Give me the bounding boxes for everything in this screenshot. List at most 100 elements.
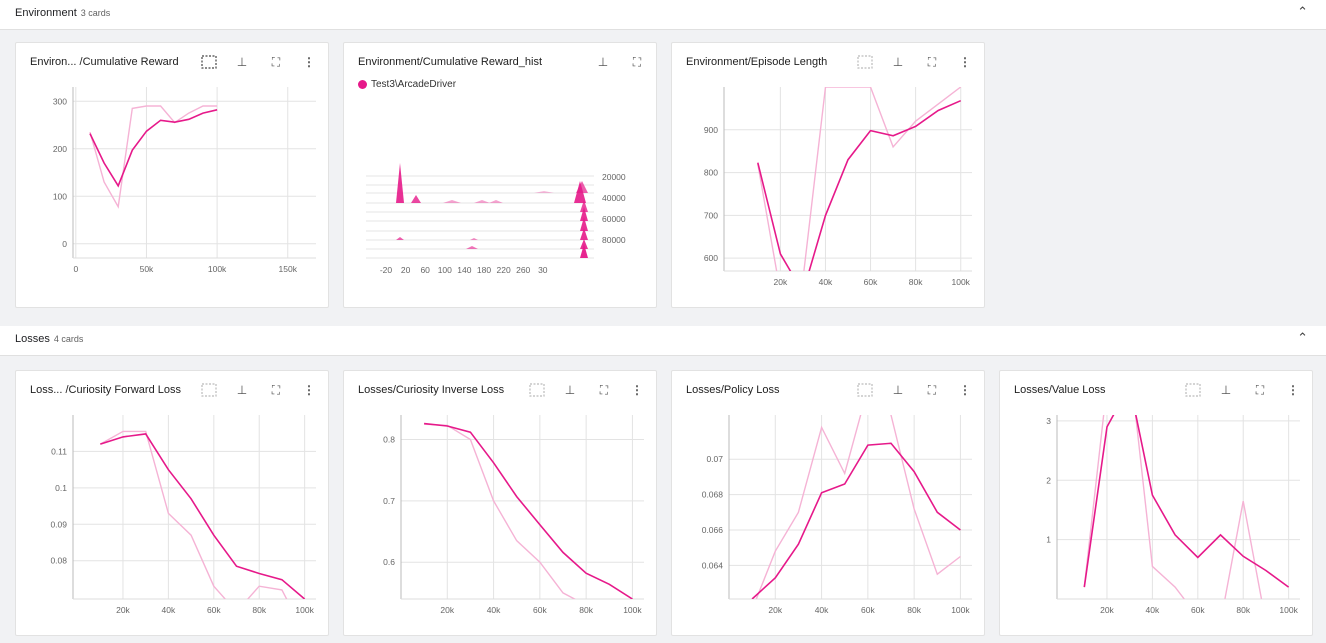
smoothed-series-line: [751, 442, 961, 599]
fullscreen-icon[interactable]: ⛶: [599, 382, 609, 397]
card-curiosity-inverse-loss: Losses/Curiosity Inverse Loss ⊥ ⛶ ⋮ 20k 4…: [343, 370, 657, 636]
y-tick-label: 300: [53, 96, 67, 106]
fit-domain-icon[interactable]: [1184, 381, 1202, 399]
raw-series-line: [1083, 415, 1263, 599]
card-cumulative-reward: Environ... /Cumulative Reward ⊥ ⛶ ⋮ 0 50k…: [15, 42, 329, 308]
fit-domain-icon[interactable]: [856, 53, 874, 71]
fullscreen-icon[interactable]: ⛶: [927, 54, 937, 69]
y-tick-label: 0.066: [702, 525, 724, 535]
x-tick-label: 20k: [768, 605, 782, 615]
x-tick-label: 40k: [1146, 605, 1160, 615]
raw-series-line: [99, 430, 288, 599]
more-options-icon[interactable]: ⋮: [1287, 383, 1299, 397]
more-options-icon[interactable]: ⋮: [959, 55, 971, 69]
y-tick-label: 0.7: [383, 496, 395, 506]
raw-series-line: [89, 105, 218, 209]
collapse-chevron-icon[interactable]: ⌃: [1297, 330, 1308, 345]
section-header-losses[interactable]: Losses 4 cards ⌃: [0, 326, 1326, 356]
y-tick-label: 0.6: [383, 557, 395, 567]
y-tick-label: 0.08: [50, 556, 67, 566]
step-tick-label: 60000: [602, 214, 626, 224]
y-tick-label: 800: [704, 168, 718, 178]
pin-icon[interactable]: ⊥: [892, 383, 904, 397]
y-tick-label: 0.064: [702, 560, 724, 570]
pin-icon[interactable]: ⊥: [236, 383, 248, 397]
line-chart: 20k 40k 60k 80k 100k 1 2 3: [1046, 415, 1300, 615]
pin-icon[interactable]: ⊥: [564, 383, 576, 397]
x-tick-label: 100k: [295, 605, 314, 615]
y-tick-label: 600: [704, 253, 718, 263]
x-tick-label: 60: [420, 265, 430, 275]
x-tick-label: 40k: [819, 277, 833, 287]
fit-domain-icon[interactable]: [200, 53, 218, 71]
card-title: Environ... /Cumulative Reward: [30, 56, 179, 68]
x-tick-label: 20k: [116, 605, 130, 615]
histogram-peak: [396, 163, 404, 203]
x-tick-label: 60k: [533, 605, 547, 615]
section-title-text: Environment: [15, 7, 77, 19]
histogram-peak: [396, 237, 404, 240]
section-title: Environment 3 cards: [15, 7, 110, 19]
x-tick-label: 100k: [951, 605, 970, 615]
y-tick-label: 0.068: [702, 490, 724, 500]
step-tick-label: 80000: [602, 235, 626, 245]
y-tick-label: 0.07: [706, 454, 723, 464]
x-tick-label: 40k: [815, 605, 829, 615]
fullscreen-icon[interactable]: ⛶: [632, 54, 642, 69]
pin-icon[interactable]: ⊥: [236, 55, 248, 69]
raw-series-line: [424, 423, 577, 599]
fullscreen-icon[interactable]: ⛶: [927, 382, 937, 397]
card-title: Environment/Episode Length: [686, 56, 828, 68]
smoothed-series-line: [1083, 415, 1290, 588]
card-title: Losses/Policy Loss: [686, 384, 780, 396]
more-options-icon[interactable]: ⋮: [303, 55, 315, 69]
fit-domain-icon[interactable]: [200, 381, 218, 399]
histogram-peak: [489, 200, 503, 203]
pin-icon[interactable]: ⊥: [597, 55, 609, 69]
fit-domain-icon[interactable]: [528, 381, 546, 399]
histogram-peak: [580, 200, 588, 212]
x-tick-label: 60k: [207, 605, 221, 615]
step-tick-label: 40000: [602, 193, 626, 203]
x-tick-label: 260: [516, 265, 530, 275]
y-tick-label: 3: [1046, 416, 1051, 426]
line-chart: 20k 40k 60k 80k 100k 0.08 0.09 0.1 0.11: [50, 415, 316, 615]
more-options-icon[interactable]: ⋮: [631, 383, 643, 397]
card-title: Loss... /Curiosity Forward Loss: [30, 384, 181, 396]
more-options-icon[interactable]: ⋮: [303, 383, 315, 397]
x-tick-label: 40k: [487, 605, 501, 615]
x-tick-label: 0: [73, 264, 78, 274]
y-tick-label: 0.8: [383, 435, 395, 445]
more-options-icon[interactable]: ⋮: [959, 383, 971, 397]
histogram-peak: [580, 244, 588, 258]
fit-domain-icon[interactable]: [856, 381, 874, 399]
y-tick-label: 0.11: [51, 446, 67, 456]
fullscreen-icon[interactable]: ⛶: [1255, 382, 1265, 397]
x-tick-label: 100k: [1279, 605, 1298, 615]
x-tick-label: 150k: [279, 264, 298, 274]
x-tick-label: 220: [497, 265, 511, 275]
fullscreen-icon[interactable]: ⛶: [271, 382, 281, 397]
y-tick-label: 0.09: [50, 519, 67, 529]
x-tick-label: 40k: [162, 605, 176, 615]
x-tick-label: 50k: [140, 264, 154, 274]
fullscreen-icon[interactable]: ⛶: [271, 54, 281, 69]
histogram-peak: [443, 200, 461, 203]
histogram-peak: [470, 238, 478, 240]
histogram-peak: [576, 181, 588, 193]
raw-series-line: [755, 415, 961, 599]
collapse-chevron-icon[interactable]: ⌃: [1297, 4, 1308, 19]
smoothed-series-line: [89, 109, 218, 188]
card-cumulative-reward-hist: Environment/Cumulative Reward_hist ⊥ ⛶ T…: [343, 42, 657, 308]
x-tick-label: -20: [380, 265, 393, 275]
x-tick-label: 60k: [861, 605, 875, 615]
histogram-chart: -20 20 60 100 140 180 220 260 30 20000 40000 60000 8…: [366, 163, 626, 275]
section-header-environment[interactable]: Environment 3 cards ⌃: [0, 0, 1326, 30]
section-title-text: Losses: [15, 333, 50, 345]
x-tick-label: 30: [538, 265, 548, 275]
pin-icon[interactable]: ⊥: [1220, 383, 1232, 397]
y-tick-label: 2: [1046, 475, 1051, 485]
x-tick-label: 20k: [1100, 605, 1114, 615]
pin-icon[interactable]: ⊥: [892, 55, 904, 69]
x-tick-label: 100k: [952, 277, 971, 287]
